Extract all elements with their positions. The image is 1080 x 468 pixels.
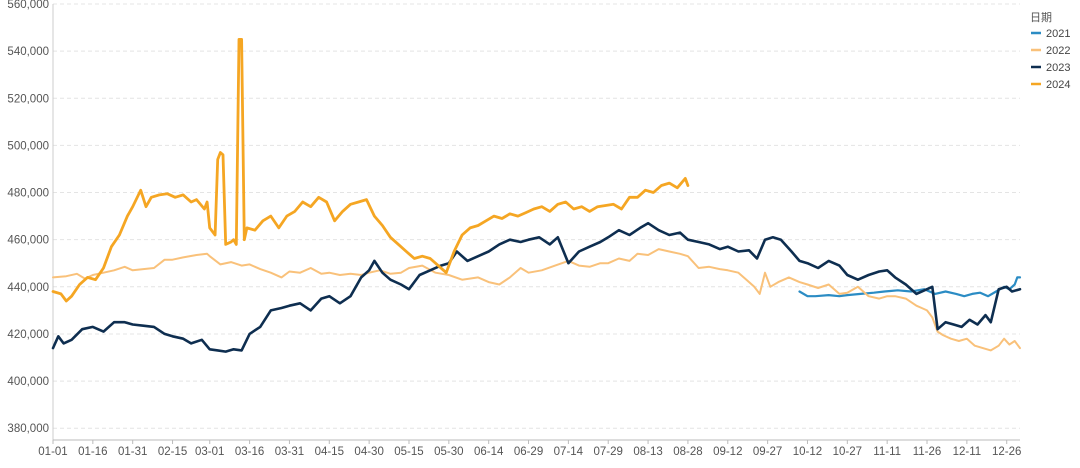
- series-lines: [51, 38, 1022, 353]
- y-tick-label: 420,000: [7, 329, 49, 341]
- series-line-2023[interactable]: [51, 221, 1022, 353]
- x-tick-label: 05-30: [434, 446, 463, 458]
- x-tick-label: 06-29: [514, 446, 543, 458]
- x-tick-label: 11-26: [913, 446, 942, 458]
- legend-label-2023[interactable]: 2023: [1046, 62, 1070, 74]
- x-tick-label: 07-14: [554, 446, 584, 458]
- y-tick-label: 400,000: [7, 376, 49, 388]
- x-tick-label: 07-29: [594, 446, 623, 458]
- x-tick-label: 10-12: [793, 446, 822, 458]
- x-tick-label: 11-11: [873, 446, 901, 458]
- x-tick-label: 03-31: [275, 446, 304, 458]
- legend-label-2022[interactable]: 2022: [1046, 45, 1070, 57]
- y-tick-label: 540,000: [7, 46, 49, 58]
- x-tick-label: 08-13: [633, 446, 662, 458]
- x-tick-label: 02-15: [158, 446, 187, 458]
- legend[interactable]: 日期 2021 2022 2023 2024: [1030, 11, 1070, 91]
- y-tick-label: 480,000: [7, 188, 49, 200]
- x-tick-label: 09-27: [753, 446, 782, 458]
- x-tick-label: 06-14: [474, 446, 504, 458]
- grid-lines: [53, 3, 1020, 429]
- y-tick-label: 440,000: [7, 282, 49, 294]
- y-tick-label: 460,000: [7, 235, 49, 247]
- x-tick-label: 04-15: [315, 446, 344, 458]
- x-tick-label: 03-16: [235, 446, 264, 458]
- legend-label-2021[interactable]: 2021: [1046, 28, 1070, 40]
- legend-title: 日期: [1030, 11, 1052, 24]
- legend-label-2024[interactable]: 2024: [1046, 79, 1070, 91]
- series-line-2024[interactable]: [51, 38, 690, 303]
- x-tick-label: 04-30: [354, 446, 383, 458]
- x-tick-label: 08-28: [673, 446, 702, 458]
- x-tick-label: 12-11: [953, 446, 982, 458]
- x-tick-label: 12-26: [992, 446, 1021, 458]
- x-tick-label: 01-31: [118, 446, 147, 458]
- x-tick-label: 09-12: [713, 446, 742, 458]
- series-line-2022[interactable]: [52, 248, 1021, 352]
- x-tick-label: 05-15: [394, 446, 423, 458]
- x-tick-label: 03-01: [195, 446, 224, 458]
- x-tick-label: 10-27: [833, 446, 862, 458]
- y-tick-label: 560,000: [7, 0, 49, 11]
- axes: 380,000 400,000 420,000 440,000 460,000 480,0…: [7, 0, 1021, 458]
- x-tick-label: 01-16: [78, 446, 107, 458]
- x-tick-label: 01-01: [38, 446, 67, 458]
- y-tick-label: 520,000: [7, 93, 49, 105]
- y-tick-label: 380,000: [7, 423, 49, 435]
- y-tick-label: 500,000: [7, 140, 49, 152]
